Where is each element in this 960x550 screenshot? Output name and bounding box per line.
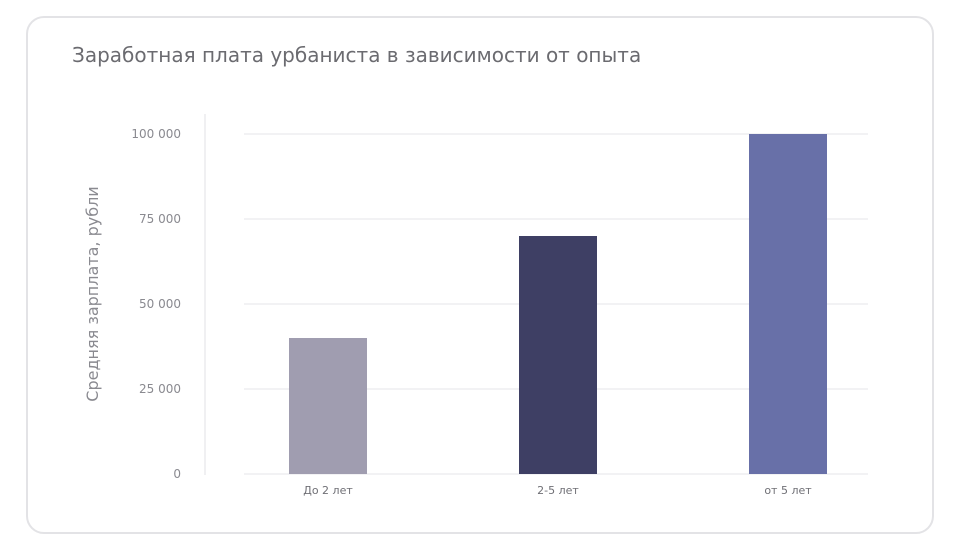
x-tick-labels: До 2 лет 2-5 лет от 5 лет — [303, 484, 812, 497]
y-tick-label: 25 000 — [139, 382, 181, 396]
chart-title: Заработная плата урбаниста в зависимости… — [72, 43, 642, 67]
x-tick-label: 2-5 лет — [537, 484, 579, 497]
bar — [749, 134, 827, 474]
bar — [519, 236, 597, 474]
y-tick-label: 100 000 — [131, 127, 181, 141]
y-tick-label: 50 000 — [139, 297, 181, 311]
bars — [289, 134, 827, 474]
y-tick-label: 0 — [173, 467, 181, 481]
y-tick-label: 75 000 — [139, 212, 181, 226]
y-axis-title: Средняя зарплата, рубли — [83, 186, 102, 401]
bar — [289, 338, 367, 474]
x-tick-label: До 2 лет — [303, 484, 353, 497]
x-tick-label: от 5 лет — [764, 484, 812, 497]
y-tick-labels: 0 25 000 50 000 75 000 100 000 — [131, 127, 181, 481]
